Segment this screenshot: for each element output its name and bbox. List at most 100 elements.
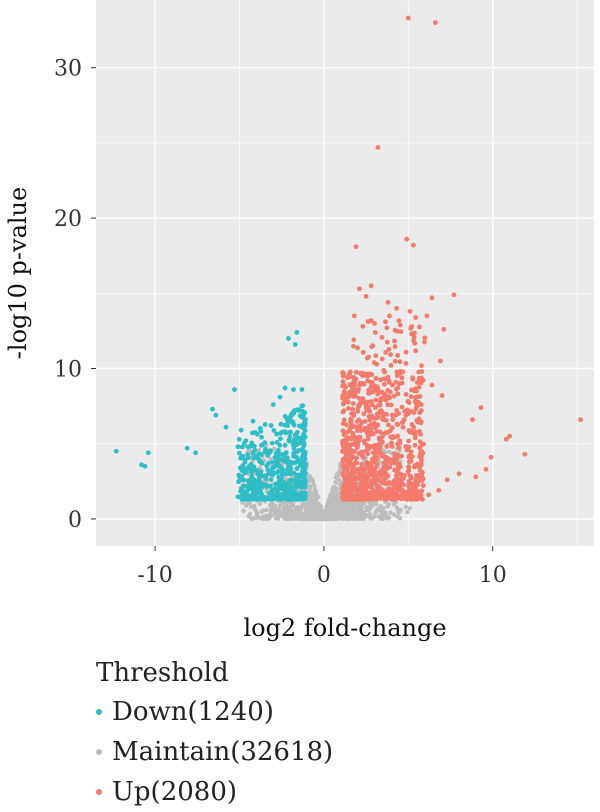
point-up [418, 408, 424, 413]
point-maintain [333, 480, 339, 485]
point-up [424, 313, 430, 319]
point-down [292, 477, 297, 483]
point-up [351, 391, 357, 396]
point-up [473, 474, 479, 480]
point-up [405, 15, 411, 21]
point-up [420, 496, 425, 502]
point-up [373, 353, 379, 359]
point-down [258, 428, 264, 434]
point-up [399, 380, 405, 386]
point-up [483, 466, 489, 472]
point-maintain [312, 483, 317, 489]
point-down [142, 463, 148, 469]
point-maintain [246, 448, 251, 454]
point-up [419, 363, 424, 369]
point-up [396, 411, 402, 416]
point-maintain [333, 512, 338, 517]
point-up [470, 417, 475, 423]
point-maintain [264, 507, 269, 513]
point-maintain [339, 509, 344, 515]
point-up [414, 380, 420, 385]
point-up [366, 354, 371, 360]
point-down [273, 481, 279, 487]
point-up [385, 430, 390, 435]
point-maintain [339, 515, 344, 521]
point-down [275, 460, 280, 465]
point-down [276, 455, 282, 461]
point-up [388, 460, 394, 466]
point-up [353, 244, 359, 250]
point-maintain [257, 501, 263, 507]
point-maintain [249, 516, 254, 522]
point-maintain [362, 501, 367, 506]
point-down [302, 482, 308, 488]
point-up [356, 417, 362, 423]
point-maintain [327, 504, 332, 509]
point-up [413, 395, 418, 400]
point-down [239, 444, 245, 450]
point-up [400, 487, 405, 493]
point-up [396, 445, 402, 451]
point-down [300, 413, 306, 418]
point-maintain [386, 501, 391, 507]
point-down [270, 402, 276, 408]
point-down [300, 403, 306, 409]
point-up [379, 356, 385, 362]
point-down [291, 387, 296, 392]
point-up [403, 412, 409, 418]
point-up [413, 429, 418, 435]
point-up [340, 409, 346, 415]
point-up [390, 382, 395, 388]
point-up [407, 308, 413, 314]
point-up [406, 459, 412, 465]
point-down [239, 468, 245, 473]
point-up [395, 391, 401, 397]
legend-label-down: Down(1240) [112, 697, 274, 727]
point-up [348, 486, 354, 492]
point-up [399, 404, 405, 410]
point-up [351, 464, 357, 470]
point-up [365, 473, 371, 479]
point-maintain [282, 504, 287, 509]
point-up [350, 401, 356, 406]
point-up [372, 445, 378, 451]
point-up [372, 425, 378, 431]
point-down [272, 492, 278, 498]
point-down [279, 466, 285, 472]
point-maintain [308, 500, 313, 506]
point-up [384, 460, 389, 466]
point-up [393, 478, 399, 484]
point-maintain [357, 514, 362, 519]
point-up [397, 369, 403, 374]
point-down [295, 449, 300, 454]
point-down [264, 463, 270, 469]
point-maintain [391, 512, 397, 517]
point-up [417, 454, 423, 460]
point-up [400, 424, 406, 430]
point-down [232, 387, 237, 392]
point-down [252, 430, 258, 435]
point-maintain [255, 512, 260, 517]
point-down [263, 472, 269, 478]
point-maintain [334, 472, 340, 477]
point-down [252, 493, 257, 499]
point-up [343, 437, 349, 442]
point-up [383, 319, 388, 325]
point-up [409, 331, 414, 337]
point-maintain [252, 506, 258, 512]
point-up [394, 421, 400, 427]
down-points [113, 330, 308, 502]
point-maintain [329, 510, 334, 516]
point-up [356, 286, 362, 292]
point-up [362, 496, 368, 501]
point-maintain [407, 505, 413, 511]
point-down [287, 496, 293, 502]
point-up [364, 460, 370, 465]
point-up [387, 464, 393, 470]
point-maintain [272, 511, 277, 517]
point-up [355, 345, 360, 351]
point-maintain [380, 516, 385, 522]
point-up [391, 393, 397, 399]
point-up [341, 441, 346, 447]
point-up [370, 456, 375, 462]
